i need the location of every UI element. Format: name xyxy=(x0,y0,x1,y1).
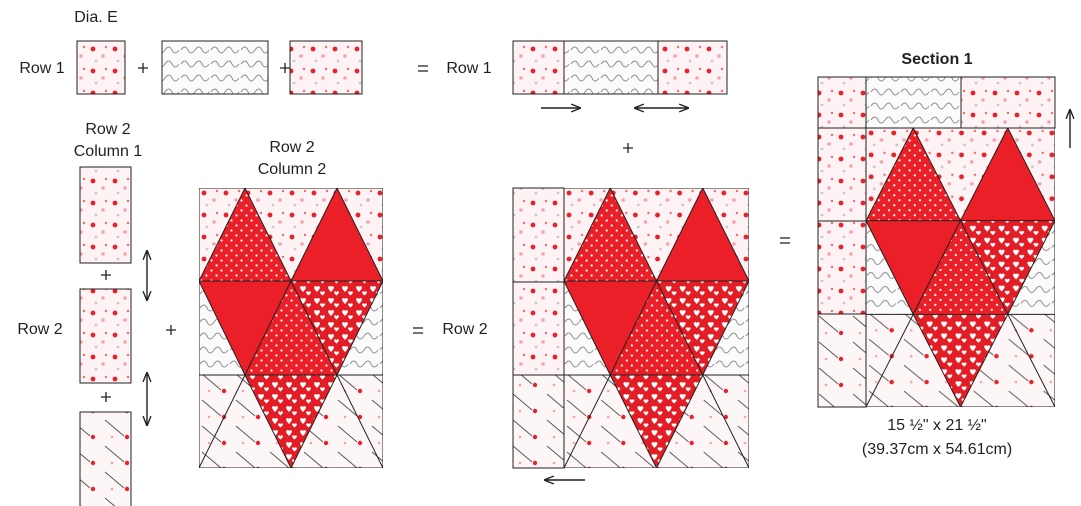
size-cm: (39.37cm x 54.61cm) xyxy=(862,441,1012,458)
column-label: Row 2 xyxy=(85,121,130,138)
operators xyxy=(101,63,790,402)
row-label: Row 1 xyxy=(446,60,491,77)
size-inches: 15 ½" x 21 ½" xyxy=(887,417,986,434)
row-label: Row 1 xyxy=(19,60,64,77)
row-label: Row 2 xyxy=(442,321,487,338)
column-label: Row 2 xyxy=(269,139,314,156)
row-label: Row 2 xyxy=(17,321,62,338)
column-label: Column 1 xyxy=(74,143,143,160)
column2-block xyxy=(199,188,383,468)
section-block xyxy=(817,76,1056,408)
section-title: Section 1 xyxy=(901,51,972,68)
row1-joined xyxy=(512,40,728,95)
row1-pieces xyxy=(76,40,363,95)
column1-pieces xyxy=(79,166,132,506)
column-label: Column 2 xyxy=(258,161,327,178)
row2-joined xyxy=(512,187,749,469)
figure-label: Dia. E xyxy=(74,9,118,26)
